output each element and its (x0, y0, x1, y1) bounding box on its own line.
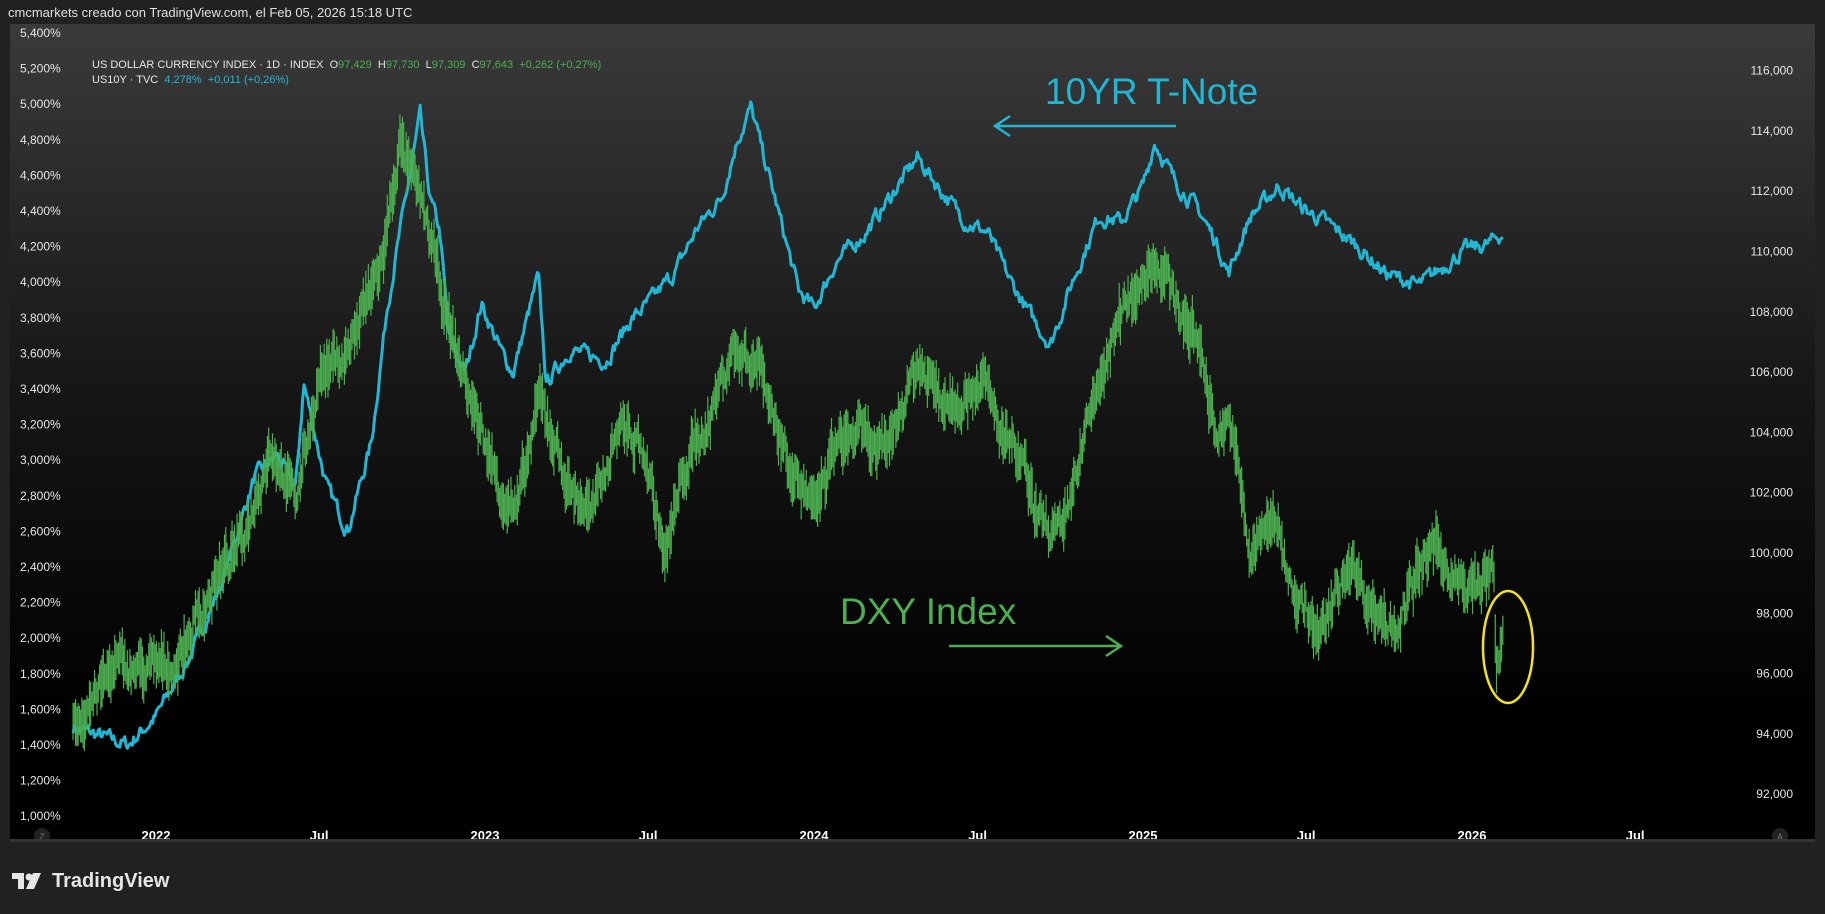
left-axis-tick: 5,200% (20, 62, 61, 76)
dxy-change: +0,262 (+0,27%) (519, 59, 602, 71)
time-axis-tick: 2026 (1458, 828, 1487, 839)
left-axis-tick: 1,000% (20, 809, 61, 823)
arrow-right-icon (949, 634, 1124, 658)
annotation-10yr-tnote: 10YR T-Note (1045, 71, 1258, 112)
right-axis-tick: 92,000 (1756, 787, 1793, 801)
high-label: H (377, 59, 386, 71)
left-axis-tick: 4,200% (20, 240, 61, 254)
legend-us10y: US10Y · TVC 4,278% +0,011 (+0,26%) (92, 73, 601, 88)
time-axis-tick: 2024 (800, 828, 830, 839)
zoom-button[interactable] (34, 828, 50, 839)
tradingview-logo[interactable]: TradingView (12, 870, 169, 893)
left-axis-tick: 5,400% (20, 26, 61, 40)
tradingview-logo-icon (12, 872, 41, 889)
right-axis-tick: 114,000 (1751, 124, 1794, 138)
right-axis-tick: 104,000 (1750, 425, 1794, 439)
left-axis-tick: 4,800% (20, 133, 61, 147)
right-axis-tick: 94,000 (1756, 727, 1793, 741)
left-axis-tick: 2,800% (20, 489, 61, 503)
auto-scale-button[interactable] (1772, 828, 1788, 839)
open-value: 97,429 (338, 59, 372, 71)
low-value: 97,309 (431, 59, 466, 71)
legend-dxy: US DOLLAR CURRENCY INDEX · 1D · INDEX O9… (92, 58, 601, 73)
left-axis-tick: 4,600% (20, 168, 61, 182)
arrow-left-icon (992, 114, 1176, 138)
left-axis-tick: 4,400% (20, 204, 61, 218)
zoom-button-label: Z (39, 832, 45, 839)
right-axis-tick: 96,000 (1756, 667, 1793, 681)
left-axis-tick: 2,000% (20, 631, 61, 645)
low-label: L (425, 59, 432, 71)
left-axis-tick: 3,200% (20, 418, 61, 432)
right-axis-tick: 116,000 (1751, 64, 1794, 78)
annotation-dxy-index: DXY Index (840, 591, 1017, 632)
auto-scale-button-label: A (1777, 832, 1783, 839)
left-axis-tick: 1,400% (20, 738, 61, 752)
left-axis-tick: 1,200% (20, 774, 61, 788)
left-axis-tick: 2,400% (20, 560, 61, 574)
right-axis-tick: 100,000 (1750, 546, 1794, 560)
time-axis-tick: 2023 (471, 828, 500, 839)
right-axis-tick: 108,000 (1750, 305, 1794, 319)
open-label: O (329, 59, 339, 71)
brand-name: TradingView (52, 870, 170, 892)
left-axis-tick: 4,000% (20, 275, 61, 289)
right-axis-tick: 106,000 (1750, 365, 1794, 379)
time-axis-tick: Jul (310, 828, 329, 839)
time-axis-tick: Jul (968, 828, 987, 839)
left-axis-tick: 3,600% (20, 346, 61, 360)
close-value: 97,643 (479, 59, 514, 71)
highlight-ellipse (1481, 589, 1535, 705)
close-label: C (471, 59, 480, 71)
left-axis-tick: 2,600% (20, 524, 61, 538)
left-axis-tick: 3,000% (20, 453, 61, 467)
left-axis-tick: 3,800% (20, 311, 61, 325)
left-axis-tick: 1,600% (20, 702, 61, 716)
chart-canvas[interactable]: 5,400% 5,200% 5,000% 4,800% 4,600% 4,400% 4,20… (10, 24, 1815, 839)
legend-us10y-title: US10Y · TVC (92, 74, 159, 86)
time-axis-tick: Jul (639, 828, 658, 839)
high-value: 97,730 (385, 59, 420, 71)
time-axis-tick: Jul (1626, 828, 1645, 839)
right-axis-tick: 102,000 (1750, 486, 1794, 500)
time-axis-tick: 2025 (1129, 828, 1158, 839)
left-axis-tick: 5,000% (20, 97, 61, 111)
us10y-line (71, 100, 1504, 750)
right-axis-tick: 112,000 (1751, 184, 1794, 198)
time-axis-tick: 2022 (142, 828, 171, 839)
right-axis-tick: 110,000 (1751, 245, 1794, 259)
left-axis-tick: 3,400% (20, 382, 61, 396)
time-axis-tick: Jul (1297, 828, 1316, 839)
right-axis-tick: 98,000 (1756, 606, 1793, 620)
legend-dxy-title: US DOLLAR CURRENCY INDEX · 1D · INDEX (92, 59, 324, 71)
chart-pane[interactable]: 5,400% 5,200% 5,000% 4,800% 4,600% 4,400% 4,20… (10, 24, 1815, 842)
left-axis-tick: 2,200% (20, 596, 61, 610)
us10y-change: +0,011 (+0,26%) (207, 74, 289, 86)
attribution-text: cmcmarkets creado con TradingView.com, e… (8, 5, 413, 20)
us10y-last: 4,278% (164, 74, 202, 86)
left-axis-tick: 1,800% (20, 667, 61, 681)
legend: US DOLLAR CURRENCY INDEX · 1D · INDEX O9… (92, 58, 601, 88)
